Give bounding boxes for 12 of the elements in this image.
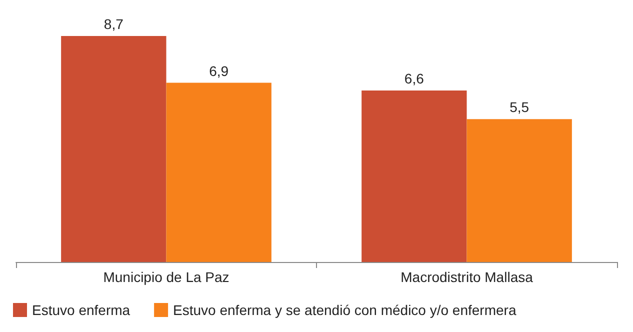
bar xyxy=(61,36,166,262)
data-label: 8,7 xyxy=(104,16,124,32)
bar xyxy=(466,119,572,262)
data-label: 5,5 xyxy=(510,99,530,116)
bar xyxy=(362,90,467,262)
legend-label: Estuvo enferma y se atendió con médico y/o enfermera xyxy=(173,302,516,318)
data-label: 6,9 xyxy=(209,62,229,79)
x-tick-label: Municipio de La Paz xyxy=(103,269,230,285)
legend-label: Estuvo enferma xyxy=(32,302,130,318)
bar xyxy=(166,82,272,262)
x-tick-label: Macrodistrito Mallasa xyxy=(400,269,534,285)
data-label: 6,6 xyxy=(404,70,424,87)
